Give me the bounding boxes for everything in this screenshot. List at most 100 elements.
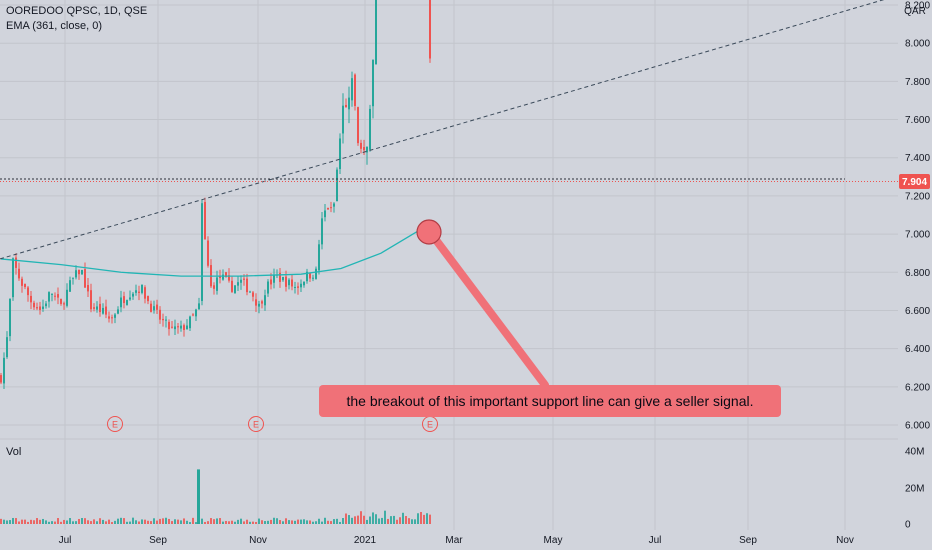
- candle-body: [180, 325, 182, 329]
- candle-body: [234, 285, 236, 294]
- volume-bar: [252, 521, 254, 524]
- candle-body: [375, 0, 377, 65]
- candle-body: [192, 314, 194, 316]
- candle-body: [261, 301, 263, 304]
- volume-bar: [111, 522, 113, 524]
- candle-body: [21, 278, 23, 286]
- volume-bar: [276, 518, 278, 524]
- volume-bar: [18, 521, 20, 524]
- earnings-marker[interactable]: E: [107, 416, 123, 432]
- annotation-text: the breakout of this important support l…: [346, 393, 753, 409]
- candle-body: [102, 307, 104, 314]
- volume-bar: [165, 517, 167, 524]
- candle-body: [300, 283, 302, 288]
- volume-bar: [237, 519, 239, 524]
- volume-bar: [270, 519, 272, 524]
- candle-body: [204, 201, 206, 240]
- volume-bar: [381, 517, 383, 524]
- candle-body: [114, 314, 116, 318]
- time-axis[interactable]: Jul Sep Nov 2021 Mar May Jul Sep Nov: [59, 535, 854, 546]
- volume-bar: [171, 521, 173, 524]
- volume-bar: [21, 519, 23, 524]
- candle-body: [6, 337, 8, 358]
- candle-body: [165, 319, 167, 321]
- candle-body: [99, 303, 101, 313]
- candle-body: [135, 290, 137, 293]
- volume-bar: [357, 515, 359, 524]
- volume-bar: [369, 516, 371, 524]
- price-axis[interactable]: 6.000 6.200 6.400 6.600 6.800 7.000 7.200 7.400…: [905, 0, 930, 432]
- candle-body: [42, 306, 44, 309]
- candle-body: [0, 375, 2, 383]
- earnings-marker[interactable]: E: [248, 416, 264, 432]
- volume-bar: [420, 511, 422, 524]
- candle-body: [240, 279, 242, 283]
- time-tick-label: Jul: [649, 535, 662, 546]
- candle-body: [78, 269, 80, 275]
- volume-bar: [3, 519, 5, 524]
- volume-bar: [261, 520, 263, 524]
- price-tick-label: 7.600: [905, 115, 930, 126]
- volume-bar: [102, 519, 104, 524]
- volume-bar: [426, 513, 428, 524]
- support-trendline: [0, 0, 885, 260]
- candle-body: [351, 78, 353, 101]
- volume-bar: [423, 514, 425, 524]
- candle-body: [333, 203, 335, 207]
- time-tick-label: Mar: [445, 535, 463, 546]
- volume-bar: [405, 516, 407, 524]
- volume-bar: [333, 519, 335, 524]
- candle-body: [357, 107, 359, 144]
- volume-bar: [249, 521, 251, 524]
- candle-body: [141, 284, 143, 293]
- volume-bar: [414, 519, 416, 524]
- volume-bar: [384, 510, 386, 524]
- volume-bar: [306, 520, 308, 524]
- ema-line: [0, 222, 433, 277]
- candle-body: [273, 274, 275, 283]
- candle-body: [294, 286, 296, 288]
- volume-bar: [240, 518, 242, 524]
- volume-bar: [213, 519, 215, 524]
- volume-bar: [267, 520, 269, 524]
- candle-body: [66, 289, 68, 306]
- candle-body: [321, 218, 323, 245]
- breakout-highlight-circle[interactable]: [416, 219, 442, 245]
- candle-body: [327, 207, 329, 210]
- volume-bar: [282, 521, 284, 524]
- candle-body: [348, 97, 350, 110]
- candle-body: [285, 276, 287, 287]
- candle-body: [57, 294, 59, 298]
- volume-bar-spike: [197, 469, 200, 524]
- candle-body: [255, 299, 257, 306]
- volume-bar: [123, 518, 125, 524]
- volume-bar: [93, 519, 95, 524]
- volume-bar: [207, 521, 209, 524]
- candle-body: [3, 357, 5, 384]
- candle-body: [147, 296, 149, 302]
- volume-bar: [63, 519, 65, 524]
- last-price-tag: [899, 174, 930, 189]
- candle-body: [231, 280, 233, 292]
- candle-body: [225, 272, 227, 278]
- volume-bar: [342, 518, 344, 524]
- annotation-box[interactable]: [319, 385, 781, 417]
- candle-body: [243, 278, 245, 280]
- candle-body: [267, 281, 269, 294]
- volume-bar: [297, 519, 299, 524]
- volume-bar: [399, 517, 401, 524]
- volume-bar: [294, 520, 296, 524]
- volume-tick-label: 0: [905, 520, 911, 531]
- candle-body: [123, 296, 125, 304]
- indicator-legend: EMA (361, close, 0): [6, 20, 102, 32]
- candle-body: [117, 309, 119, 314]
- volume-bar: [54, 521, 56, 524]
- candle-body: [282, 277, 284, 281]
- candle-body: [45, 303, 47, 307]
- candle-body: [429, 0, 431, 59]
- volume-bar: [120, 517, 122, 524]
- earnings-marker[interactable]: E: [422, 416, 438, 432]
- volume-bar: [66, 520, 68, 524]
